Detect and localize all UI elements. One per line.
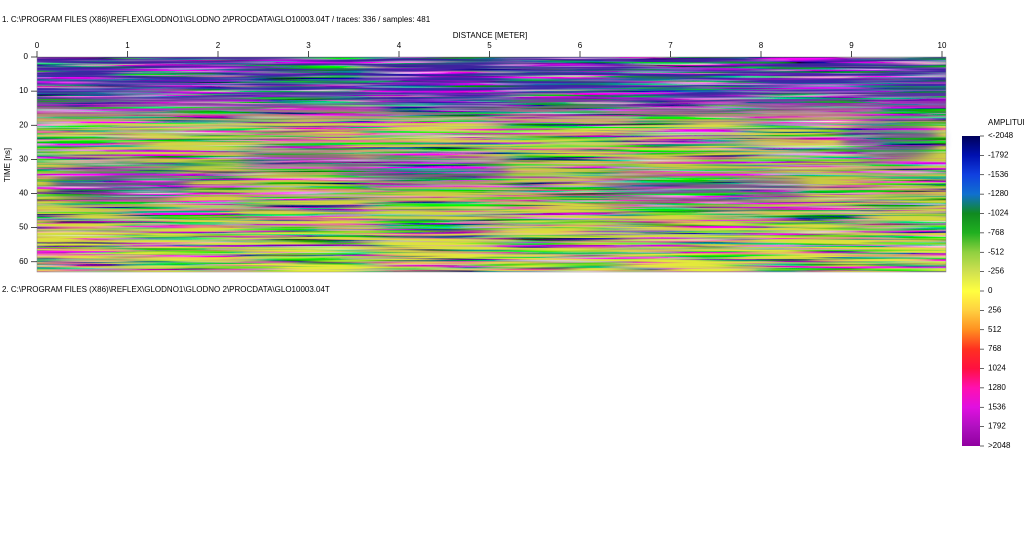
y-tick-label: 50 bbox=[19, 223, 28, 232]
y-tick-label: 30 bbox=[19, 154, 28, 163]
colorbar bbox=[962, 136, 980, 446]
y-tick-label: 40 bbox=[19, 189, 28, 198]
colorbar-label: -1536 bbox=[988, 170, 1009, 179]
x-tick-label: 9 bbox=[849, 41, 854, 50]
x-tick-label: 4 bbox=[397, 41, 402, 50]
x-tick-label: 6 bbox=[578, 41, 583, 50]
colorbar-label: -512 bbox=[988, 247, 1005, 256]
x-tick-label: 5 bbox=[487, 41, 492, 50]
colorbar-label: 1280 bbox=[988, 383, 1006, 392]
x-tick-label: 10 bbox=[938, 41, 947, 50]
colorbar-label: 768 bbox=[988, 344, 1002, 353]
x-tick-label: 3 bbox=[306, 41, 311, 50]
colorbar-label: -256 bbox=[988, 267, 1005, 276]
x-tick-label: 0 bbox=[35, 41, 40, 50]
colorbar-label: 1792 bbox=[988, 422, 1006, 431]
plot-frame bbox=[36, 56, 947, 273]
colorbar-label: <-2048 bbox=[988, 131, 1014, 140]
colorbar-label: 0 bbox=[988, 286, 993, 295]
header-line: 2. C:\PROGRAM FILES (X86)\REFLEX\GLODNO1… bbox=[2, 285, 330, 294]
colorbar-label: -1280 bbox=[988, 189, 1009, 198]
header-line: 1. C:\PROGRAM FILES (X86)\REFLEX\GLODNO1… bbox=[2, 15, 431, 24]
colorbar-title: AMPLITUDE bbox=[988, 118, 1024, 127]
radargram-streaks bbox=[37, 57, 946, 272]
x-axis-title: DISTANCE [METER] bbox=[453, 31, 528, 40]
colorbar-label: 1536 bbox=[988, 402, 1006, 411]
colorbar-label: -1024 bbox=[988, 209, 1009, 218]
x-tick-label: 2 bbox=[216, 41, 221, 50]
x-tick-label: 7 bbox=[668, 41, 673, 50]
y-tick-label: 20 bbox=[19, 120, 28, 129]
colorbar-label: >2048 bbox=[988, 441, 1011, 450]
colorbar-label: 256 bbox=[988, 305, 1002, 314]
colorbar-label: 1024 bbox=[988, 364, 1006, 373]
colorbar-label: -768 bbox=[988, 228, 1005, 237]
y-axis-title: TIME [ns] bbox=[3, 148, 12, 182]
y-tick-label: 60 bbox=[19, 257, 28, 266]
y-tick-label: 0 bbox=[24, 52, 29, 61]
radargram bbox=[36, 56, 947, 273]
x-tick-label: 1 bbox=[125, 41, 130, 50]
x-tick-label: 8 bbox=[759, 41, 764, 50]
colorbar-label: 512 bbox=[988, 325, 1002, 334]
colorbar-label: -1792 bbox=[988, 150, 1009, 159]
y-tick-label: 10 bbox=[19, 86, 28, 95]
